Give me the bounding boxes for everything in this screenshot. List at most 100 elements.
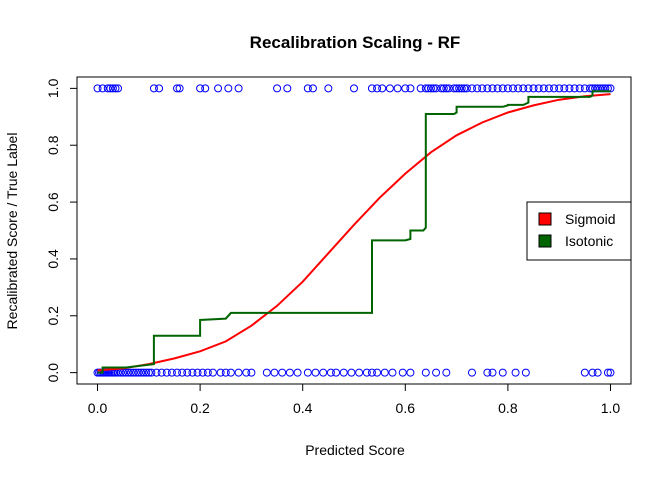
scatter-point-negative [498,368,507,377]
scatter-point-positive [450,84,459,93]
scatter-point-negative [137,368,146,377]
scatter-point-positive [149,84,158,93]
scatter-point-negative [339,368,348,377]
scatter-point-positive [111,84,120,93]
scatter-point-negative [588,368,597,377]
scatter-point-negative [139,368,148,377]
scatter-point-positive [483,84,492,93]
scatter-point-positive [224,84,233,93]
scatter-point-negative [173,368,182,377]
scatter-point-negative [432,368,441,377]
scatter-point-positive [432,84,441,93]
scatter-point-positive [303,84,312,93]
scatter-point-positive [529,84,538,93]
scatter-point-negative [247,368,256,377]
scatter-point-negative [388,368,397,377]
scatter-point-positive [555,84,564,93]
scatter-point-negative [398,368,407,377]
y-axis-label: Recalibrated Score / True Label [4,133,20,330]
scatter-point-negative [511,368,520,377]
scatter-point-positive [473,84,482,93]
scatter-point-positive [462,84,471,93]
scatter-point-positive [308,84,317,93]
scatter-point-positive [426,84,435,93]
scatter-point-positive [478,84,487,93]
x-tick-label: 0.0 [88,400,108,416]
y-tick-label: 0.2 [45,306,61,326]
scatter-point-positive [565,84,574,93]
y-axis: 0.0 0.2 0.4 0.6 0.8 1.0 [45,78,78,383]
scatter-point-positive [98,84,107,93]
scatter-point-positive [429,84,438,93]
scatter-point-positive [580,84,589,93]
scatter-point-positive [201,84,210,93]
scatter-point-negative [262,368,271,377]
y-tick-label: 0.4 [45,249,61,269]
scatter-point-negative [157,368,166,377]
y-tick-label: 0.0 [45,363,61,383]
calibration-curves [97,90,611,374]
scatter-point-positive [106,84,115,93]
x-axis: 0.0 0.2 0.4 0.6 0.8 1.0 [88,383,620,416]
scatter-point-positive [103,84,112,93]
scatter-point-negative [178,368,187,377]
scatter-point-positive [509,84,518,93]
scatter-point-positive [524,84,533,93]
scatter-point-negative [278,368,287,377]
scatter-point-positive [173,84,182,93]
scatter-point-positive [416,84,425,93]
scatter-point-negative [242,368,251,377]
x-tick-label: 0.6 [396,400,416,416]
scatter-point-negative [152,368,161,377]
scatter-point-positive [108,84,117,93]
y-tick-label: 0.6 [45,192,61,212]
y-tick-label: 1.0 [45,78,61,98]
scatter-point-negative [285,368,294,377]
scatter-point-positive [93,84,102,93]
scatter-point-negative [373,368,382,377]
scatter-point-positive [196,84,205,93]
x-tick-label: 0.2 [190,400,210,416]
scatter-point-positive [283,84,292,93]
scatter-point-negative [580,368,589,377]
scatter-point-negative [362,368,371,377]
series-line-sigmoid [97,93,611,372]
scatter-point-negative [193,368,202,377]
scatter-point-positive [378,84,387,93]
scatter-point-negative [183,368,192,377]
scatter-point-positive [534,84,543,93]
scatter-point-negative [593,368,602,377]
scatter-point-negative [303,368,312,377]
scatter-point-positive [498,84,507,93]
scatter-point-positive [421,84,430,93]
scatter-point-positive [467,84,476,93]
legend-swatch-isotonic [538,234,552,248]
scatter-point-positive [214,84,223,93]
scatter-point-positive [519,84,528,93]
scatter-point-negative [421,368,430,377]
scatter-point-negative [208,368,217,377]
x-axis-label: Predicted Score [305,442,405,458]
scatter-point-negative [124,368,133,377]
chart-title: Recalibration Scaling - RF [250,33,461,52]
scatter-point-negative [521,368,530,377]
scatter-point-positive [367,84,376,93]
scatter-point-positive [452,84,461,93]
scatter-point-positive [439,84,448,93]
scatter-point-negative [147,368,156,377]
scatter-point-positive [234,84,243,93]
scatter-point-positive [539,84,548,93]
scatter-point-positive [437,84,446,93]
scatter-point-negative [319,368,328,377]
scatter-point-negative [216,368,225,377]
scatter-point-negative [198,368,207,377]
scatter-point-negative [380,368,389,377]
scatter-point-positive [350,84,358,93]
legend: Sigmoid Isotonic [526,201,632,261]
scatter-point-positive [324,84,333,93]
scatter-point-positive [155,84,164,93]
scatter-point-negative [129,368,138,377]
scatter-point-negative [234,368,243,377]
scatter-point-negative [203,368,212,377]
scatter-point-positive [406,84,415,93]
